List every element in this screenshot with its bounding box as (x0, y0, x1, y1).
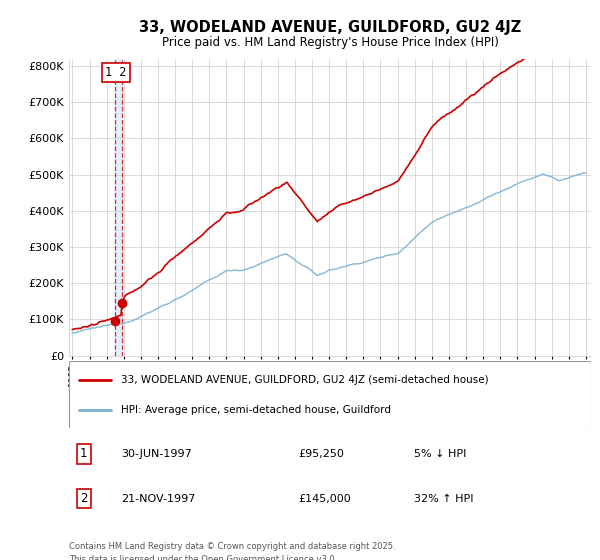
Text: 33, WODELAND AVENUE, GUILDFORD, GU2 4JZ (semi-detached house): 33, WODELAND AVENUE, GUILDFORD, GU2 4JZ … (121, 375, 489, 385)
Text: 33, WODELAND AVENUE, GUILDFORD, GU2 4JZ: 33, WODELAND AVENUE, GUILDFORD, GU2 4JZ (139, 20, 521, 35)
Bar (115, 59, 122, 356)
Text: 21-NOV-1997: 21-NOV-1997 (121, 493, 196, 503)
Text: 2: 2 (80, 492, 88, 505)
Text: Price paid vs. HM Land Registry's House Price Index (HPI): Price paid vs. HM Land Registry's House … (161, 36, 499, 49)
Text: 32% ↑ HPI: 32% ↑ HPI (413, 493, 473, 503)
Text: 1: 1 (80, 447, 88, 460)
Text: HPI: Average price, semi-detached house, Guildford: HPI: Average price, semi-detached house,… (121, 404, 391, 414)
Text: 1 2: 1 2 (106, 66, 127, 78)
Text: Contains HM Land Registry data © Crown copyright and database right 2025.
This d: Contains HM Land Registry data © Crown c… (69, 542, 395, 560)
Text: £95,250: £95,250 (299, 449, 344, 459)
Text: £145,000: £145,000 (299, 493, 352, 503)
FancyBboxPatch shape (69, 361, 591, 428)
Text: 30-JUN-1997: 30-JUN-1997 (121, 449, 192, 459)
Text: 5% ↓ HPI: 5% ↓ HPI (413, 449, 466, 459)
